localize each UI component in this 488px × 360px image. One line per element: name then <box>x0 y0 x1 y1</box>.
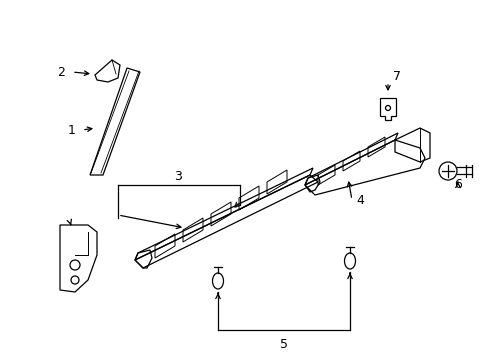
Text: 2: 2 <box>57 66 65 78</box>
Text: 1: 1 <box>68 123 76 136</box>
Text: 4: 4 <box>355 194 363 207</box>
Text: 7: 7 <box>392 69 400 82</box>
Text: 3: 3 <box>174 170 182 183</box>
Text: 6: 6 <box>453 178 461 191</box>
Text: 5: 5 <box>280 338 287 351</box>
